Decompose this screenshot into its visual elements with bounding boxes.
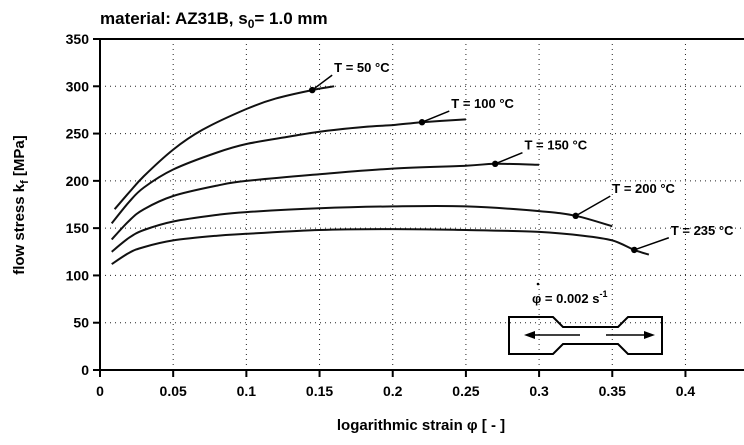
series-label: T = 200 °C <box>612 181 675 196</box>
axes <box>93 38 744 377</box>
strain-rate-annotation: φ = 0.002 s-1 <box>532 282 608 306</box>
series-line <box>111 204 613 253</box>
series-line <box>110 162 540 241</box>
x-axis-label: logarithmic strain φ [ - ] <box>337 417 505 434</box>
series-label: T = 100 °C <box>451 96 514 111</box>
x-tick-label: 0.35 <box>599 383 626 399</box>
series-line <box>113 85 335 210</box>
series-leader-line <box>311 74 333 91</box>
y-tick-label: 100 <box>66 267 90 283</box>
y-tick-label: 350 <box>66 31 90 47</box>
x-tick-label: 0.2 <box>383 383 403 399</box>
x-tick-label: 0.3 <box>529 383 549 399</box>
series-line <box>110 118 466 225</box>
y-axis-label: flow stress kf [MPa] <box>11 135 31 275</box>
x-tick-label: 0.4 <box>676 383 696 399</box>
series-label: T = 235 °C <box>671 223 734 238</box>
y-tick-label: 250 <box>66 126 90 142</box>
series-lines <box>110 85 650 265</box>
y-tick-label: 150 <box>66 220 90 236</box>
series-leader-line <box>494 151 523 165</box>
series-leader-line <box>421 110 450 123</box>
x-tick-label: 0.1 <box>237 383 257 399</box>
specimen-icon <box>508 316 663 355</box>
x-tick-label: 0.25 <box>452 383 479 399</box>
rate-dot <box>536 282 540 286</box>
chart-title: material: AZ31B, s0= 1.0 mm <box>100 9 328 31</box>
x-tick-label: 0 <box>96 383 104 399</box>
series-line <box>111 228 650 265</box>
series-labels: T = 50 °C T = 100 °C T = 150 °C T = 200 °C T… <box>311 60 734 251</box>
x-tick-label: 0.15 <box>306 383 333 399</box>
x-tick-label: 0.05 <box>160 383 187 399</box>
series-leader-line <box>633 237 670 251</box>
series-leader-line <box>575 195 611 217</box>
y-tick-label: 0 <box>81 362 89 378</box>
series-label: T = 50 °C <box>334 60 390 75</box>
y-tick-label: 50 <box>73 315 89 331</box>
tick-labels: 0 50 100 150 200 250 300 350 0 0.05 0.1 0.15 0.2 0.25… <box>66 31 696 399</box>
grid-lines <box>100 39 744 370</box>
y-tick-label: 200 <box>66 173 90 189</box>
series-label: T = 150 °C <box>524 138 587 153</box>
y-tick-label: 300 <box>66 78 90 94</box>
strain-rate-label: φ = 0.002 s-1 <box>532 289 608 306</box>
